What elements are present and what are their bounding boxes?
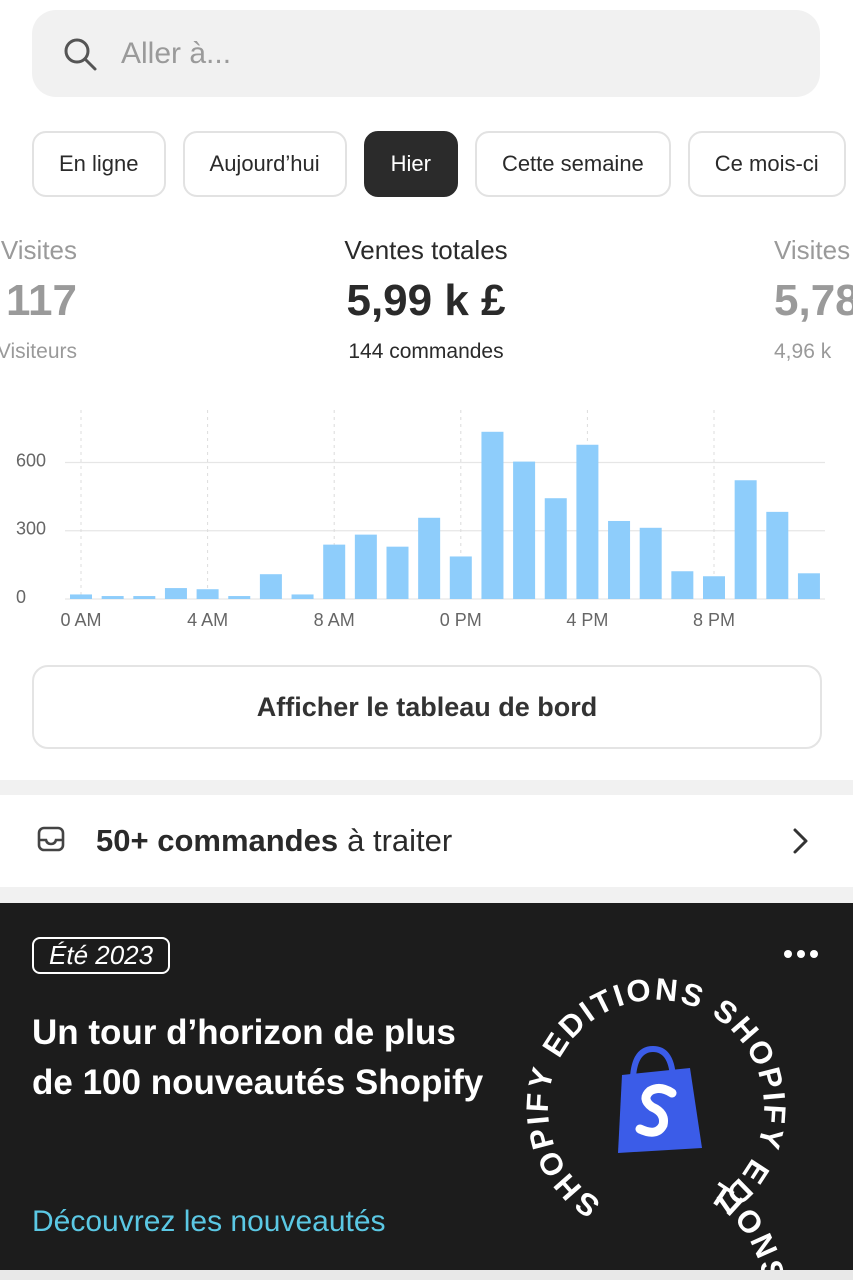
bar — [259, 574, 282, 599]
metric-detail: 4,96 k — [774, 340, 832, 363]
bottom-strip — [0, 1270, 853, 1280]
x-tick-label: 0 PM — [440, 610, 482, 630]
bar — [576, 444, 599, 599]
promo-link[interactable]: Découvrez les nouveautés — [32, 1205, 386, 1238]
filter-chip[interactable]: Aujourd’hui — [182, 131, 347, 197]
filter-chips: En ligne Aujourd’hui Hier Cette semaine Ce m… — [32, 131, 853, 197]
metric-label: Visites — [0, 235, 77, 265]
search-icon — [64, 38, 97, 71]
bar — [766, 511, 789, 599]
shopify-bag — [618, 1045, 702, 1153]
y-tick-label: 300 — [16, 519, 46, 539]
inbox-icon — [37, 826, 65, 852]
search-placeholder: Aller à... — [121, 37, 232, 70]
bar — [418, 517, 441, 599]
metric-card[interactable]: Visites 117 Visiteurs — [0, 230, 77, 372]
filter-chip[interactable]: Cette semaine — [474, 131, 671, 197]
promo-title: Un tour d’horizon de plus de 100 nouveau… — [32, 1013, 484, 1102]
bar — [608, 520, 631, 599]
metric-value: 5,99 k £ — [346, 276, 506, 325]
dashboard-button[interactable]: Afficher le tableau de bord — [32, 665, 822, 749]
bar — [544, 498, 567, 599]
metric-card[interactable]: Ventes totales 5,99 k £ 144 commandes — [226, 230, 626, 372]
metric-card[interactable]: Visites 5,78 4,96 k — [774, 230, 853, 372]
y-tick-label: 600 — [16, 450, 46, 470]
filter-chip[interactable]: Ce mois-ci — [687, 131, 846, 197]
promo-badge: Été 2023 — [32, 937, 171, 974]
orders-count: 50+ commandes — [96, 823, 339, 858]
orders-row[interactable]: 50+ commandes à traiter — [0, 795, 853, 887]
bar — [449, 556, 472, 599]
bar — [639, 527, 662, 599]
bar — [323, 544, 346, 599]
x-tick-label: 8 PM — [693, 610, 735, 630]
chevron — [793, 828, 808, 854]
x-tick-label: 4 PM — [566, 610, 608, 630]
x-tick-label: 8 AM — [314, 610, 355, 630]
bar — [734, 480, 757, 599]
bar — [291, 594, 314, 599]
bar — [671, 571, 694, 599]
metric-detail: 144 commandes — [348, 340, 504, 363]
metric-detail: Visiteurs — [0, 340, 77, 363]
x-tick-label: 4 AM — [187, 610, 228, 630]
bar — [703, 576, 725, 599]
search-bar[interactable]: Aller à... — [32, 10, 820, 97]
bar — [101, 596, 124, 599]
bar — [481, 431, 504, 599]
bar — [164, 588, 187, 599]
bar — [196, 589, 219, 599]
orders-label: à traiter — [347, 823, 453, 858]
bar — [228, 596, 251, 599]
more-menu[interactable] — [782, 947, 822, 961]
editions-seal: SHOPIFY EDITIONS SHOPIFY EDITIONS — [520, 971, 791, 1273]
metric-label: Visites — [774, 235, 851, 265]
promo-card: Été 2023 Un tour d’horizon de plus de 10… — [0, 903, 853, 1273]
bar — [797, 573, 820, 599]
orders-text: 50+ commandes à traiter — [96, 795, 452, 887]
bar — [70, 594, 92, 599]
metric-label: Ventes totales — [344, 235, 508, 265]
y-tick-label: 0 — [16, 587, 26, 607]
bar — [386, 546, 409, 599]
bar — [133, 596, 156, 599]
filter-chip[interactable]: Hier — [363, 131, 458, 197]
separator — [0, 780, 853, 795]
filter-chip[interactable]: En ligne — [32, 131, 166, 197]
x-tick-label: 0 AM — [60, 610, 101, 630]
metric-value: 117 — [6, 276, 77, 325]
bar — [513, 461, 536, 599]
bar — [354, 534, 377, 599]
metric-value: 5,78 — [774, 276, 853, 325]
separator — [0, 887, 853, 903]
sales-chart: 0 300 600 0 AM 4 AM 8 AM 0 PM 4 PM 8 PM — [16, 410, 825, 630]
